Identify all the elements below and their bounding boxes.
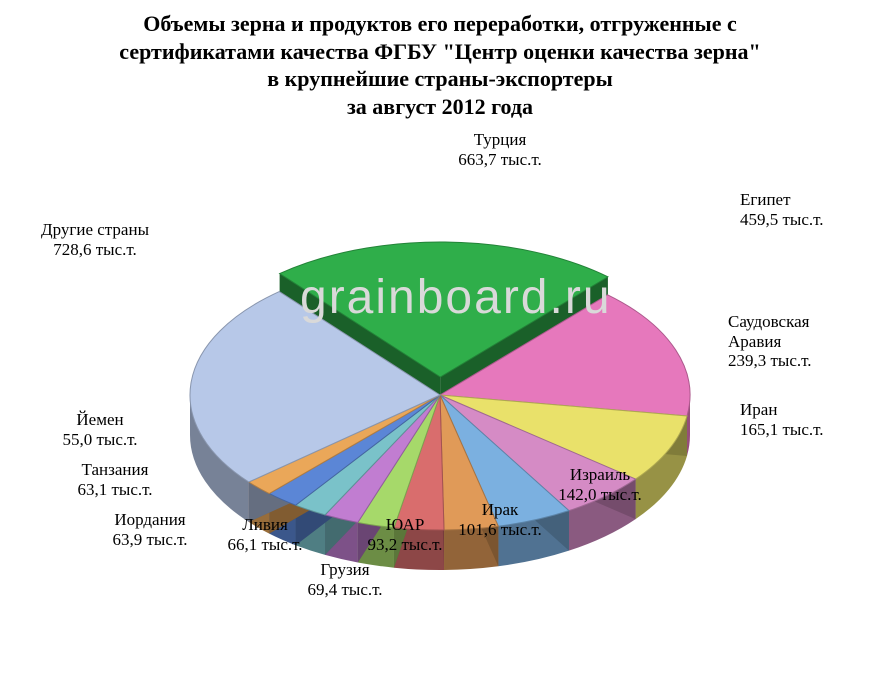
slice-label: Турция663,7 тыс.т. [458, 130, 542, 169]
slice-label: Ливия66,1 тыс.т. [227, 515, 302, 554]
slice-label: Иордания63,9 тыс.т. [112, 510, 187, 549]
title-line: сертификатами качества ФГБУ "Центр оценк… [119, 39, 760, 64]
chart-stage: grainboard.ru Турция663,7 тыс.т.Египет45… [0, 120, 880, 676]
slice-label: Израиль142,0 тыс.т. [558, 465, 642, 504]
slice-label: Иран165,1 тыс.т. [740, 400, 824, 439]
slice-label: Грузия69,4 тыс.т. [307, 560, 382, 599]
slice-label: Египет459,5 тыс.т. [740, 190, 824, 229]
slice-label: Ирак101,6 тыс.т. [458, 500, 542, 539]
slice-label: СаудовскаяАравия239,3 тыс.т. [728, 312, 812, 371]
title-line: за август 2012 года [347, 94, 533, 119]
slice-label: Танзания63,1 тыс.т. [77, 460, 152, 499]
chart-title: Объемы зерна и продуктов его переработки… [0, 0, 880, 120]
slice-label: Другие страны728,6 тыс.т. [41, 220, 149, 259]
slice-label: ЮАР93,2 тыс.т. [367, 515, 442, 554]
title-line: Объемы зерна и продуктов его переработки… [143, 11, 737, 36]
slice-label: Йемен55,0 тыс.т. [62, 410, 137, 449]
title-line: в крупнейшие страны-экспортеры [267, 66, 613, 91]
